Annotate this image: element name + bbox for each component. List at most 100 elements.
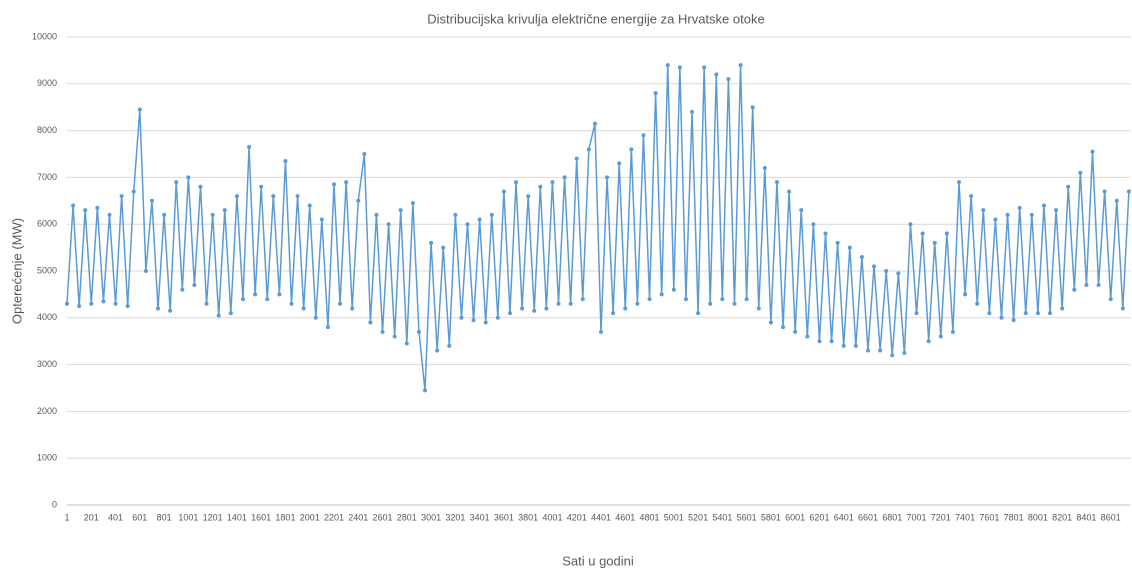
point [805, 334, 810, 339]
point [222, 208, 227, 213]
x-tick-label: 4201 [567, 512, 587, 522]
point [495, 315, 500, 320]
point [890, 353, 895, 358]
point [671, 287, 676, 292]
point [884, 269, 889, 273]
point [793, 329, 798, 334]
point [1120, 306, 1125, 311]
x-tick-label: 4601 [615, 512, 635, 522]
point [1023, 311, 1028, 316]
point [338, 301, 343, 306]
point [878, 348, 883, 353]
x-tick-label: 7801 [1004, 512, 1024, 522]
point [799, 208, 804, 213]
point [89, 301, 94, 306]
series-line [66, 65, 1130, 391]
point [459, 315, 464, 320]
point [344, 180, 349, 185]
point [471, 318, 476, 323]
x-tick-label: 1 [64, 512, 69, 522]
point [247, 144, 252, 149]
point [920, 231, 925, 236]
x-axis-label: Sati u godini [562, 553, 634, 568]
x-tick-label: 6801 [882, 512, 902, 522]
x-tick-label: 4001 [542, 512, 562, 522]
point [404, 341, 409, 346]
point [289, 301, 294, 306]
point [726, 77, 731, 82]
point [677, 65, 682, 70]
point [107, 212, 112, 217]
y-tick-label: 2000 [37, 406, 57, 416]
point [77, 304, 82, 309]
point [562, 175, 567, 180]
point [374, 212, 379, 217]
x-tick-label: 5801 [761, 512, 781, 522]
point [829, 339, 834, 344]
point [283, 159, 288, 164]
point [756, 306, 761, 311]
point [180, 287, 185, 292]
point [253, 292, 258, 297]
x-tick-label: 3201 [445, 512, 465, 522]
point [1005, 212, 1010, 217]
y-tick-label: 3000 [37, 359, 57, 369]
point [696, 311, 701, 316]
point [574, 156, 579, 161]
point [101, 299, 106, 304]
point [228, 311, 233, 316]
x-tick-label: 1801 [275, 512, 295, 522]
x-tick-label: 8201 [1052, 512, 1072, 522]
x-tick-label: 3601 [494, 512, 514, 522]
point [386, 222, 391, 227]
point [841, 343, 846, 348]
x-tick-label: 6201 [809, 512, 829, 522]
point [957, 180, 962, 185]
point [137, 107, 142, 112]
point [1060, 306, 1065, 311]
point [356, 198, 361, 203]
x-tick-label: 2001 [300, 512, 320, 522]
point [95, 205, 100, 210]
point [544, 306, 549, 311]
point [1126, 189, 1131, 194]
point [1048, 311, 1053, 316]
point [380, 329, 385, 334]
point [65, 301, 69, 306]
x-tick-label: 3801 [518, 512, 538, 522]
point [653, 91, 658, 96]
point [598, 329, 603, 334]
point [477, 217, 482, 222]
point [441, 245, 446, 250]
point [453, 212, 458, 217]
point [483, 320, 488, 325]
y-tick-label: 9000 [37, 78, 57, 88]
point [708, 301, 713, 306]
point [975, 301, 980, 306]
point [538, 184, 543, 189]
point [1029, 212, 1034, 217]
point [131, 189, 136, 194]
point [872, 264, 877, 269]
x-tick-label: 7401 [955, 512, 975, 522]
point [119, 194, 124, 199]
x-tick-label: 801 [157, 512, 172, 522]
point [750, 105, 755, 110]
point [125, 304, 130, 309]
point [738, 63, 743, 68]
x-tick-label: 6601 [858, 512, 878, 522]
x-tick-label: 1601 [251, 512, 271, 522]
point [1011, 318, 1016, 323]
point [1084, 283, 1089, 288]
y-tick-label: 4000 [37, 312, 57, 322]
point [938, 334, 943, 339]
point [932, 240, 937, 245]
point [605, 175, 610, 180]
point [847, 245, 852, 250]
point [526, 194, 531, 199]
point [416, 329, 421, 334]
point [611, 311, 616, 316]
x-tick-label: 2601 [373, 512, 393, 522]
x-tick-label: 6001 [785, 512, 805, 522]
point [265, 297, 270, 302]
